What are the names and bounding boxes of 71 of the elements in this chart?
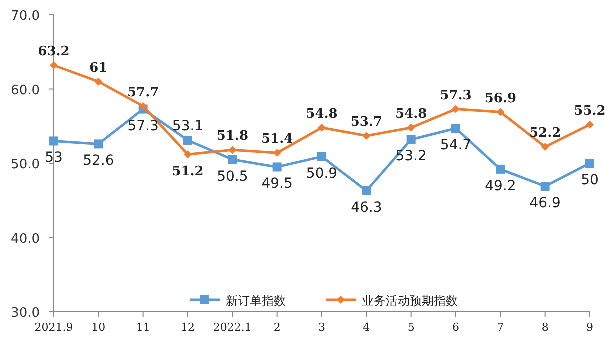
point [228,146,237,154]
x-tick-label: 2 [274,321,281,334]
x-tick-label: 10 [92,321,106,334]
y-tick-label: 30.0 [11,306,40,321]
point [452,124,460,134]
point [94,140,104,149]
point [496,164,506,174]
point [362,132,371,140]
x-tick-label: 2022.1 [213,321,252,334]
point [272,162,282,172]
data-label: 57.3 [440,88,472,104]
data-label: 61 [90,60,108,76]
x-tick-label: 3 [318,321,326,334]
data-label: 63.2 [38,44,70,60]
point [541,143,550,152]
data-label: 51.8 [216,129,249,144]
point [273,149,282,158]
data-label: 46.9 [530,196,561,212]
data-label: 51.4 [261,132,294,148]
point [50,61,58,70]
point [318,124,326,132]
x-tick-label: 8 [542,321,549,334]
data-label: 49.2 [485,178,516,194]
data-label: 54.7 [440,138,472,154]
data-label: 49.5 [262,176,293,192]
data-label: 53.1 [172,118,204,134]
data-label: 50.5 [217,168,248,185]
point [540,182,550,192]
y-tick-label: 60.0 [11,83,40,98]
data-label: 57.7 [127,85,160,100]
point [228,155,238,164]
data-label: 51.2 [172,164,204,180]
x-tick-label: 2021.9 [34,321,74,334]
x-tick-label: 5 [408,321,415,334]
data-label: 55.2 [574,104,605,119]
data-label: 50 [581,172,599,188]
y-tick-label: 70.0 [11,9,40,24]
point [94,78,103,86]
data-label: 46.3 [351,200,382,216]
point [184,150,192,159]
data-label: 50.9 [306,166,338,182]
point [318,152,326,162]
data-label: 53 [45,150,63,166]
data-label: 52.2 [529,126,562,142]
y-tick-label: 40.0 [11,232,40,247]
legend-label: 业务活动预期指数 [362,294,458,308]
data-label: 54.8 [395,106,428,122]
point [406,135,416,144]
x-tick-label: 11 [136,321,150,334]
y-tick-label: 50.0 [11,158,40,172]
point [50,136,58,146]
data-label: 53.7 [350,115,383,130]
data-label: 53.2 [396,148,427,165]
legend-label: 新订单指数 [226,294,286,308]
point [407,124,416,132]
x-tick-label: 12 [181,321,195,334]
x-tick-label: 9 [586,321,594,334]
point [139,102,148,110]
x-tick-label: 6 [452,321,460,334]
point [362,186,372,196]
point [586,159,594,168]
data-label: 57.3 [128,118,159,134]
point [184,136,192,145]
point [496,108,505,116]
point [452,105,460,114]
x-tick-label: 7 [497,321,504,334]
data-label: 52.6 [83,153,114,170]
data-label: 54.8 [306,106,338,122]
point [586,120,594,129]
x-tick-label: 4 [363,321,370,334]
data-label: 56.9 [484,91,517,106]
